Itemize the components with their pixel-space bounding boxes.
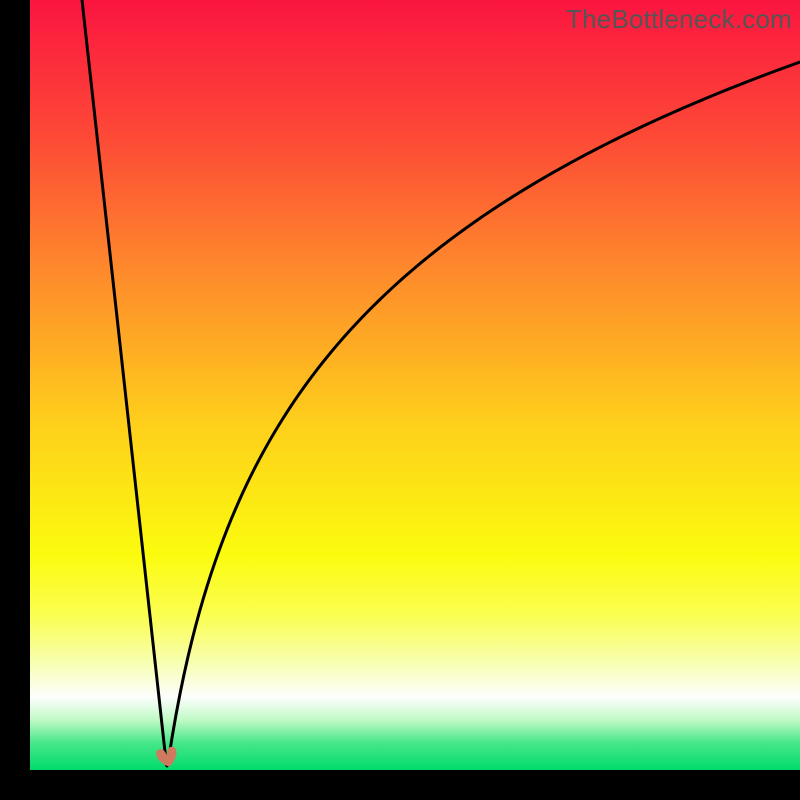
bottleneck-chart: TheBottleneck.com (0, 0, 800, 800)
watermark-text: TheBottleneck.com (566, 4, 792, 35)
chart-canvas (0, 0, 800, 800)
gradient-background (30, 0, 800, 770)
